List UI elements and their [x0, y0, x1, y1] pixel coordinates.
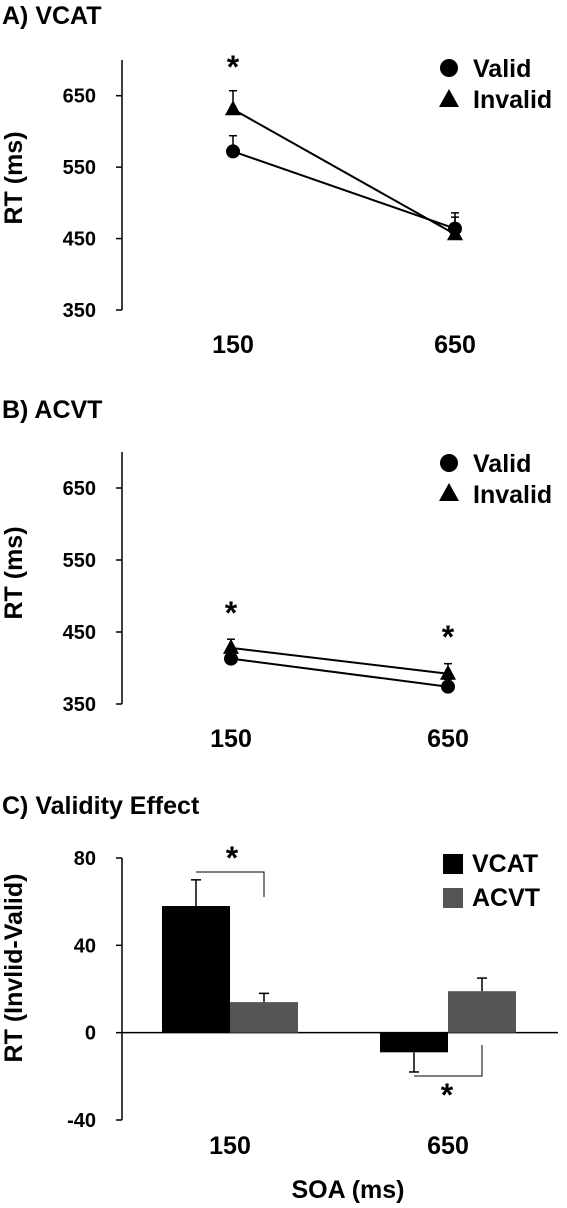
panel-c-x-tick-label: 150 [209, 1132, 251, 1160]
panel-a-title: A) VCAT [2, 2, 102, 30]
panel-a-legend-invalid: Invalid [473, 86, 552, 114]
panel-c-validity-effect: C) Validity Effect RT (Invlid-Valid) -40… [0, 792, 558, 1204]
panel-a-legend-valid-marker [440, 59, 458, 77]
panel-c-title: C) Validity Effect [2, 792, 200, 820]
panel-c-legend-vcat-swatch [443, 854, 463, 874]
panel-a-invalid-line [232, 108, 456, 236]
panel-b-legend-invalid-marker [439, 483, 459, 501]
panel-c-bracket-150 [196, 871, 265, 897]
panel-a-invalid-point [225, 100, 241, 116]
panel-b-x-tick-label: 150 [210, 725, 252, 753]
panel-b-valid-line [230, 657, 449, 688]
panel-a-vcat: A) VCAT RT (ms) 350 450 550 650 150 650 Valid… [0, 2, 552, 359]
panel-c-significance-star-150: * [226, 840, 239, 876]
panel-c-y-axis-label: RT (Invlid-Valid) [0, 874, 28, 1063]
panel-a-valid-point [226, 144, 240, 159]
panel-c-vcat-bar [162, 906, 230, 1033]
panel-a-x-tick-label: 650 [434, 331, 476, 359]
panel-b-x-tick-label: 650 [427, 725, 469, 753]
panel-c-vcat-bar [380, 1032, 448, 1053]
panel-a-valid-line [232, 150, 456, 230]
panel-b-y-tick-label: 450 [63, 622, 96, 644]
panel-b-invalid-point [440, 664, 456, 680]
panel-a-legend-invalid-marker [439, 89, 459, 107]
panel-b-title: B) ACVT [2, 396, 102, 424]
panel-b-y-tick-label: 350 [63, 694, 96, 716]
panel-c-legend-acvt-swatch [443, 888, 463, 908]
panel-a-y-tick-label: 550 [63, 157, 96, 179]
panel-c-y-tick-label: -40 [67, 1110, 96, 1132]
panel-c-significance-star-650: * [441, 1077, 454, 1113]
panel-c-x-axis-label: SOA (ms) [292, 1176, 405, 1204]
panel-a-invalid-point [447, 225, 463, 241]
panel-a-legend-valid: Valid [473, 55, 531, 83]
panel-b-legend-invalid: Invalid [473, 481, 552, 509]
panel-a-y-tick-label: 450 [63, 229, 96, 251]
panel-c-legend-acvt: ACVT [472, 884, 540, 912]
panel-c-legend-vcat: VCAT [472, 850, 538, 878]
panel-b-significance-star-150: * [225, 595, 238, 631]
panel-b-invalid-point [223, 638, 239, 654]
panel-c-bracket-650 [414, 1045, 483, 1077]
panel-c-acvt-bar [448, 991, 516, 1033]
panel-a-y-axis-label: RT (ms) [0, 131, 28, 224]
panel-b-significance-star-650: * [442, 619, 455, 655]
panel-a-x-tick-label: 150 [212, 331, 254, 359]
panel-b-legend-valid: Valid [473, 450, 531, 478]
panel-c-y-tick-label: 0 [85, 1023, 96, 1045]
panel-b-valid-point [441, 679, 455, 694]
panel-b-y-tick-label: 650 [63, 478, 96, 500]
panel-c-x-tick-label: 650 [427, 1132, 469, 1160]
panel-b-y-tick-label: 550 [63, 550, 96, 572]
panel-c-y-tick-label: 40 [74, 935, 96, 957]
panel-a-y-tick-label: 350 [63, 300, 96, 322]
panel-b-acvt: B) ACVT RT (ms) 350 450 550 650 150 650 Valid… [0, 396, 552, 753]
panel-b-legend-valid-marker [440, 454, 458, 472]
panel-a-significance-star-150: * [227, 49, 240, 85]
panel-a-y-tick-label: 650 [63, 86, 96, 108]
panel-b-valid-point [224, 651, 238, 666]
panel-b-y-axis-label: RT (ms) [0, 526, 28, 619]
panel-b-invalid-line [230, 646, 449, 675]
panel-c-y-tick-label: 80 [74, 848, 96, 870]
panel-c-acvt-bar [230, 1002, 298, 1033]
